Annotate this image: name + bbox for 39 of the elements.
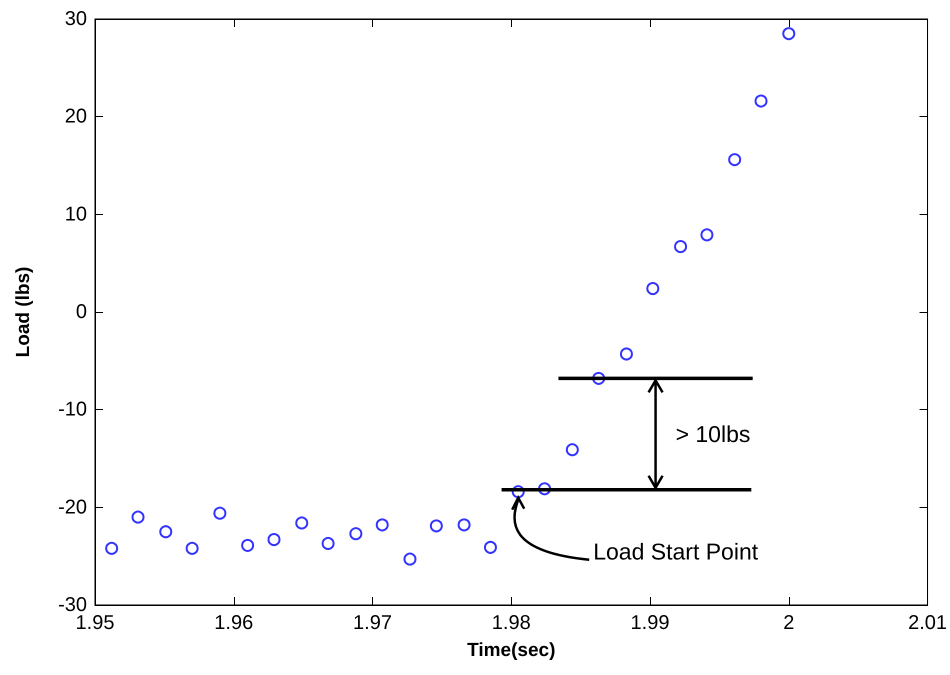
point	[430, 519, 443, 532]
point	[782, 27, 796, 40]
point	[458, 518, 471, 532]
annotation: > 10lbs	[676, 421, 750, 448]
point	[349, 527, 362, 540]
x-tick-label: 2	[783, 612, 794, 634]
point	[186, 542, 199, 555]
y-tick-label: -20	[58, 496, 87, 518]
point	[754, 94, 768, 108]
y-tick-label: 10	[64, 203, 87, 226]
point	[646, 282, 660, 296]
point	[132, 510, 145, 524]
point	[213, 506, 226, 520]
y-tick-label: 30	[64, 8, 87, 30]
x-tick-label: 1.99	[630, 612, 670, 634]
point	[566, 443, 579, 456]
point	[484, 540, 497, 554]
point	[159, 525, 172, 538]
point	[674, 240, 688, 254]
point	[295, 516, 308, 530]
annotation: Load Start Point	[593, 538, 759, 565]
point	[322, 536, 335, 550]
point	[241, 538, 254, 552]
point	[403, 552, 416, 566]
point	[700, 228, 714, 242]
y-axis-title: Load (lbs)	[13, 266, 34, 358]
y-tick-label: -10	[58, 398, 87, 421]
y-tick-label: 20	[64, 106, 87, 128]
y-tick-label: 0	[76, 301, 87, 323]
x-axis-title: Time(sec)	[467, 640, 556, 661]
x-tick-label: 2.01	[908, 612, 948, 634]
x-tick-label: 1.97	[353, 612, 392, 634]
point	[620, 348, 633, 360]
x-tick-label: 1.98	[492, 612, 531, 634]
x-tick-label: 1.96	[214, 612, 254, 634]
point	[728, 153, 742, 166]
point	[268, 533, 280, 546]
point	[105, 542, 118, 555]
point	[376, 518, 389, 532]
